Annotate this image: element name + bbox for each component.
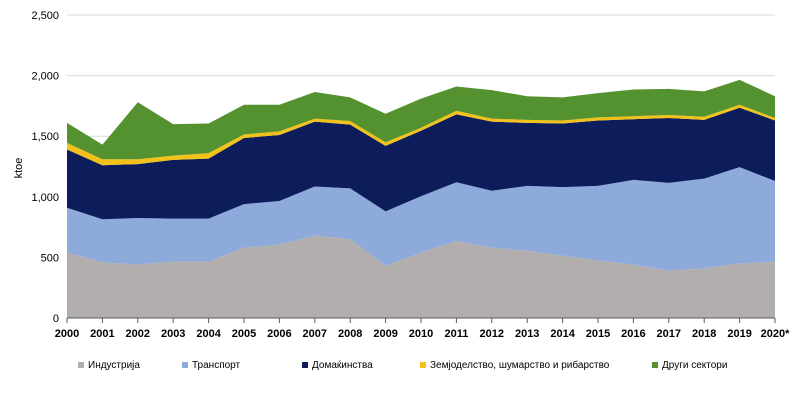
y-tick-label: 0 <box>53 313 59 325</box>
legend-swatch <box>78 362 84 368</box>
x-tick-label: 2019 <box>727 328 751 340</box>
legend-swatch <box>302 362 308 368</box>
x-tick-label: 2009 <box>373 328 397 340</box>
area-земјоделство-шумарство-и-рибарство <box>67 104 775 166</box>
y-tick-label: 500 <box>41 252 59 264</box>
x-tick-label: 2000 <box>55 328 79 340</box>
legend-label: Индустрија <box>88 360 140 371</box>
x-tick-label: 2015 <box>586 328 610 340</box>
x-tick-label: 2016 <box>621 328 645 340</box>
area-транспорт <box>67 167 775 271</box>
legend-label: Домаќинства <box>312 360 373 371</box>
y-tick-label: 1,500 <box>31 131 59 143</box>
y-tick-label: 2,500 <box>31 10 59 22</box>
legend-swatch <box>420 362 426 368</box>
legend-swatch <box>182 362 188 368</box>
x-tick-label: 2005 <box>232 328 256 340</box>
legend: Индустрија Транспорт Домаќинства Земјоделст… <box>78 359 727 371</box>
axes: 0 500 1,000 1,500 2,000 2,500 2000 2001 2002 2003… <box>31 10 790 340</box>
x-tick-label: 2013 <box>515 328 539 340</box>
x-tick-label: 2012 <box>480 328 504 340</box>
x-tick-label: 2007 <box>303 328 327 340</box>
x-tick-label: 2011 <box>444 328 468 340</box>
legend-swatch <box>652 362 658 368</box>
y-tick-label: 2,000 <box>31 71 59 83</box>
y-axis-title: ktoe <box>13 158 25 179</box>
area-домаќинства <box>67 107 775 220</box>
y-tick-label: 1,000 <box>31 192 59 204</box>
x-tick-label: 2003 <box>161 328 185 340</box>
x-tick-label: 2004 <box>196 328 221 340</box>
x-tick-label: 2002 <box>126 328 150 340</box>
area-други-сектори <box>67 79 775 160</box>
x-tick-label: 2010 <box>409 328 433 340</box>
legend-label: Земјоделство, шумарство и рибарство <box>430 359 610 371</box>
area-series <box>67 79 775 318</box>
x-tick-label: 2008 <box>338 328 362 340</box>
legend-label: Други сектори <box>662 360 727 371</box>
x-tick-label: 2017 <box>657 328 681 340</box>
x-tick-label: 2001 <box>90 328 114 340</box>
area-индустрија <box>67 235 775 318</box>
legend-label: Транспорт <box>192 360 241 371</box>
x-tick-label: 2020* <box>761 328 790 340</box>
x-tick-label: 2018 <box>692 328 716 340</box>
x-tick-label: 2014 <box>550 328 575 340</box>
x-tick-label: 2006 <box>267 328 291 340</box>
